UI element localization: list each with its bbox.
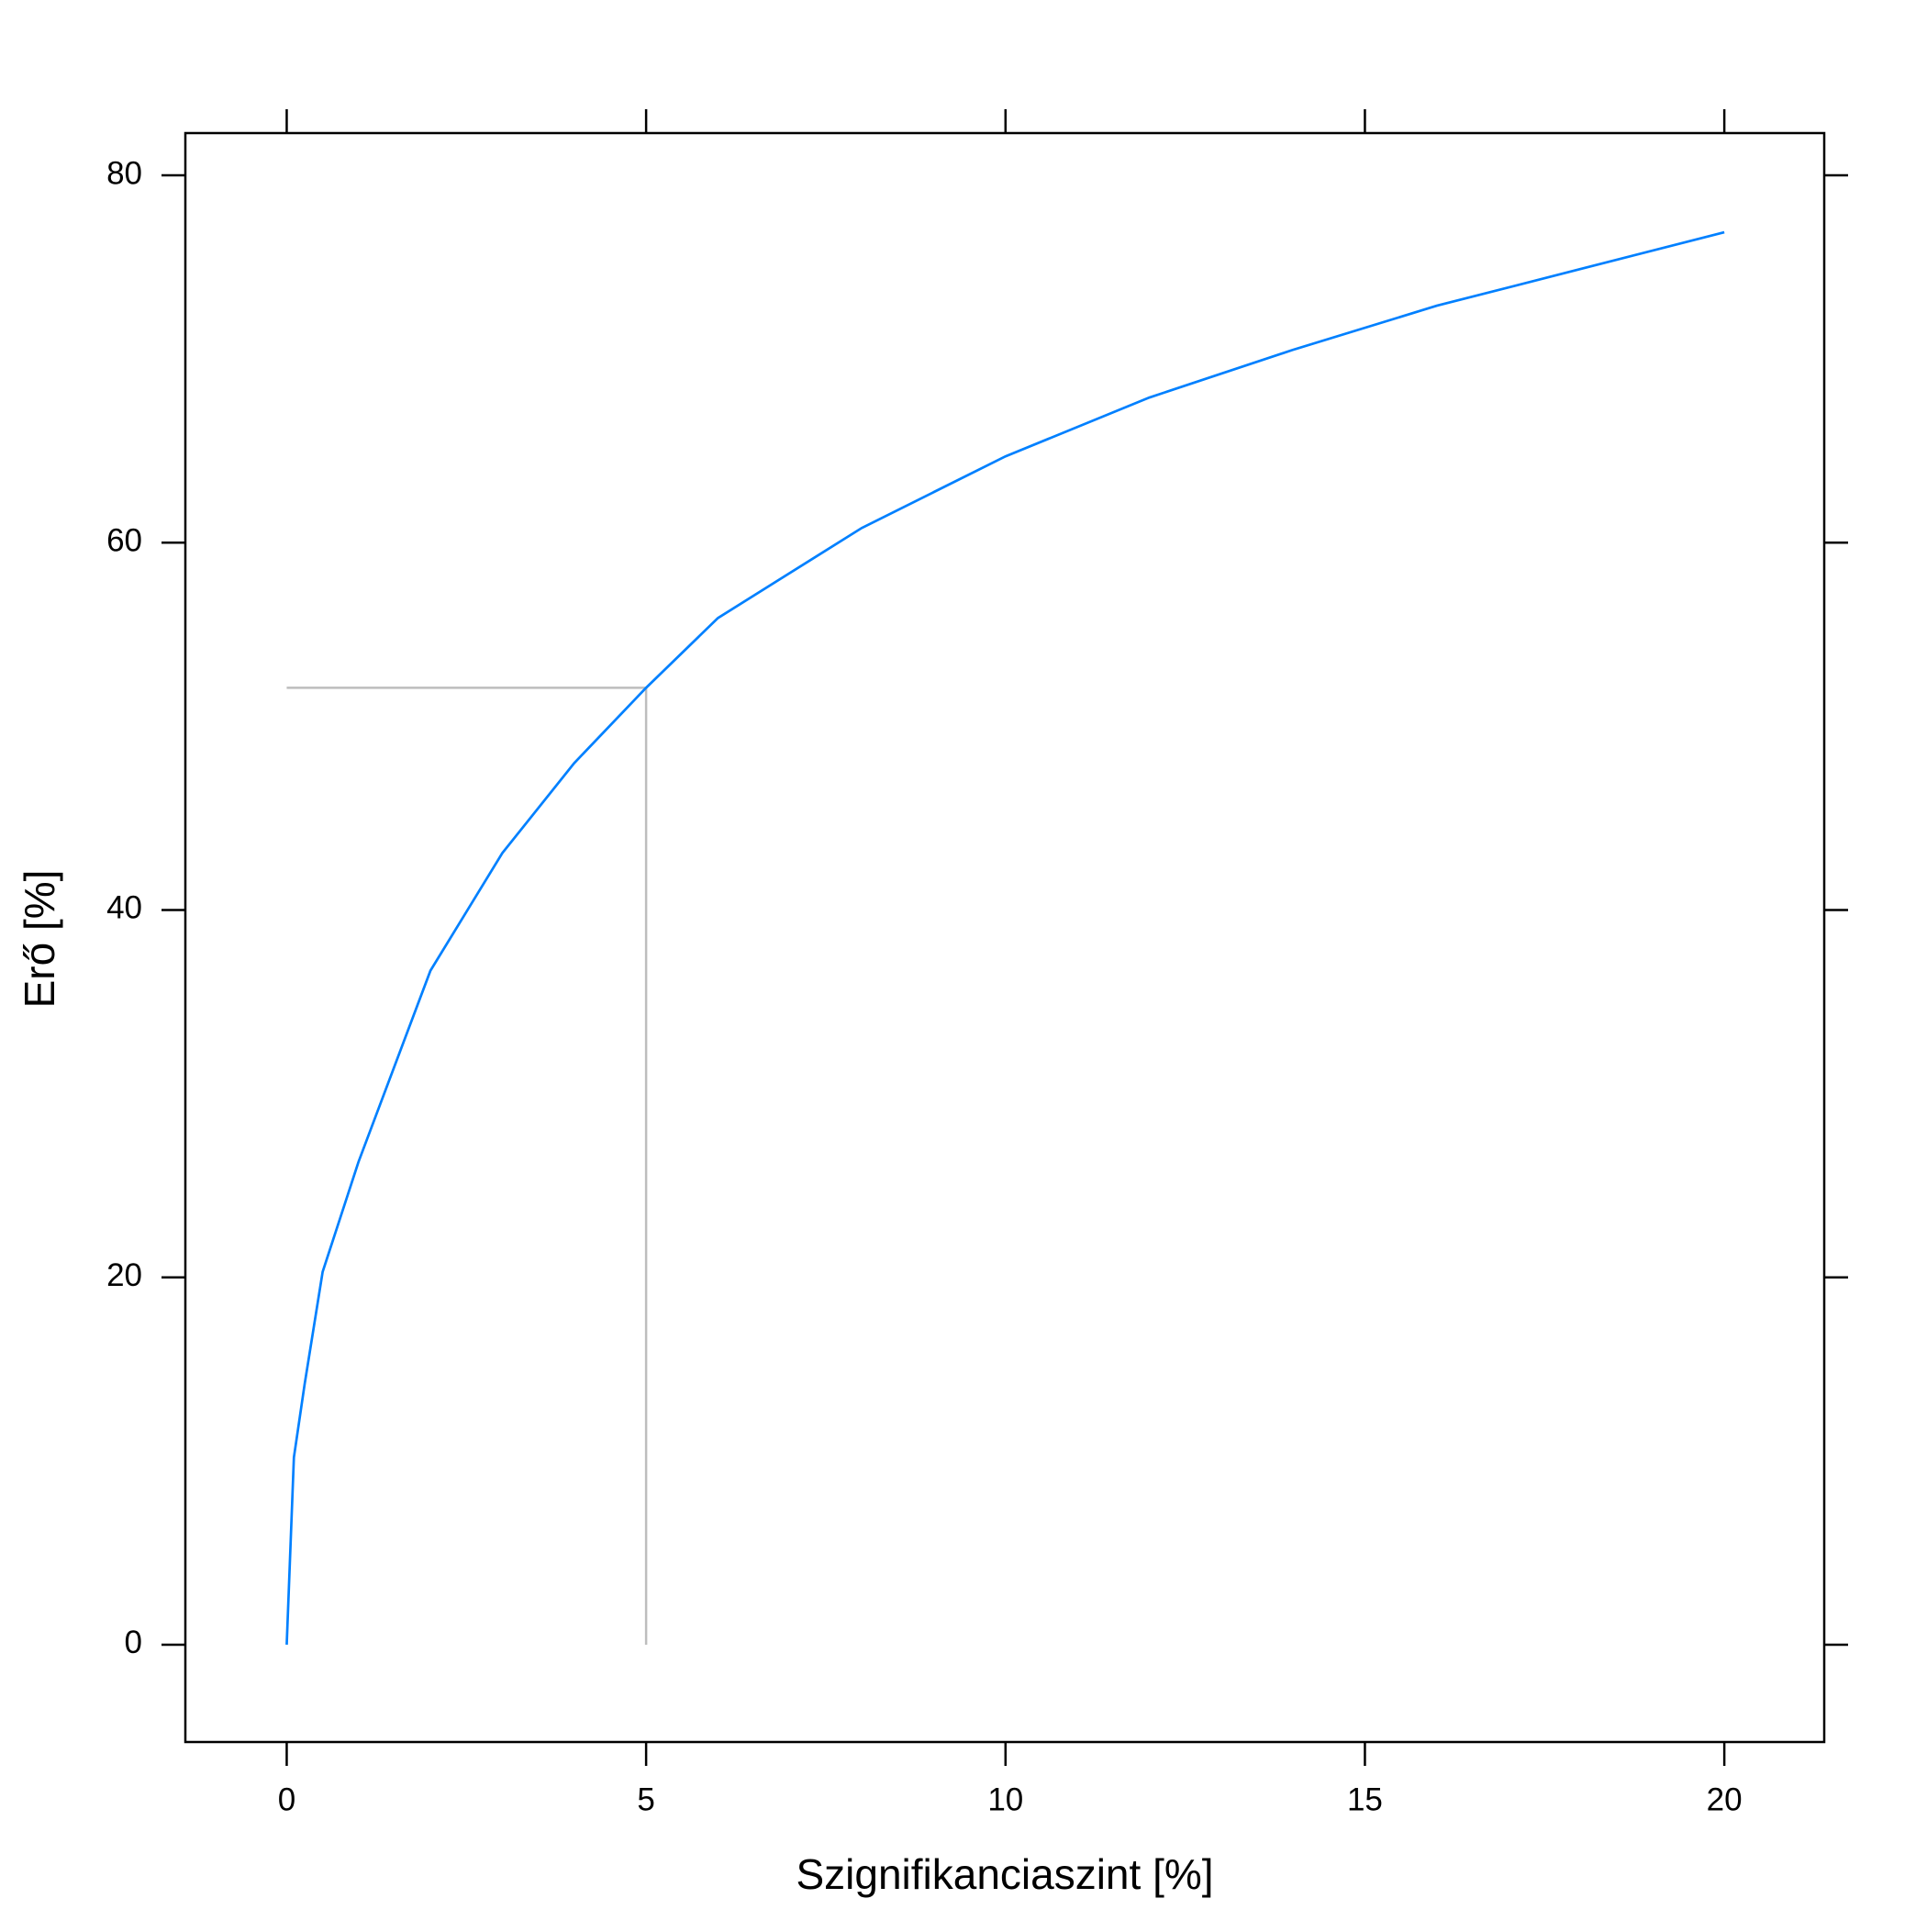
y-tick-label: 20 xyxy=(106,1257,142,1293)
x-tick-label: 20 xyxy=(1707,1781,1743,1817)
x-tick-label: 10 xyxy=(987,1781,1023,1817)
x-tick-label: 15 xyxy=(1347,1781,1383,1817)
x-axis-label: Szignifikanciaszint [%] xyxy=(796,1850,1213,1898)
y-tick-label: 40 xyxy=(106,890,142,926)
y-tick-label: 60 xyxy=(106,523,142,559)
x-tick-label: 0 xyxy=(278,1781,295,1817)
x-tick-label: 5 xyxy=(637,1781,654,1817)
y-tick-label: 80 xyxy=(106,155,142,191)
y-tick-label: 0 xyxy=(125,1625,142,1660)
plot-frame xyxy=(184,131,1826,1744)
y-axis-label: Erő [%] xyxy=(16,870,63,1009)
data-line xyxy=(285,230,1725,1645)
